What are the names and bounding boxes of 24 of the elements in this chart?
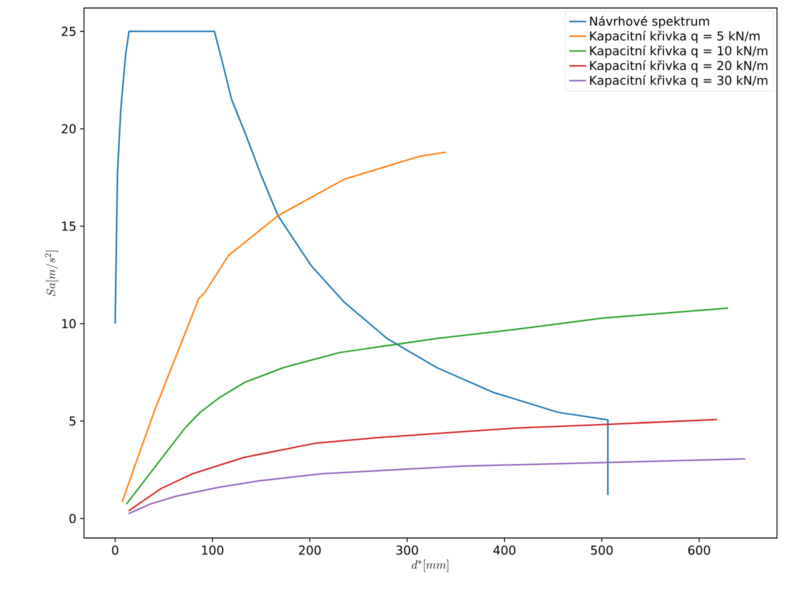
- x-tick-label: 300: [396, 546, 418, 555]
- x-axis-title: $d^*[mm]$: [412, 560, 448, 572]
- x-tick-label: 100: [202, 546, 224, 555]
- x-tick-label: 400: [493, 546, 516, 555]
- y-axis-title: $Sa[m/s^2]$: [44, 250, 58, 296]
- line-series: [128, 418, 718, 512]
- y-tick-label: 10: [62, 319, 76, 328]
- y-tick-label: 20: [62, 124, 76, 134]
- legend-label: Kapacitní křivka q = 30 kN/m: [590, 74, 768, 88]
- line-series: [128, 458, 746, 514]
- x-tick-label: 200: [299, 546, 321, 555]
- x-tick-label: 600: [688, 546, 710, 555]
- y-tick-label: 15: [62, 222, 76, 231]
- legend-label: Kapacitní křivka q = 5 kN/m: [590, 30, 760, 43]
- legend-label: Kapacitní křivka q = 20 kN/m: [590, 60, 768, 73]
- x-tick-label: 500: [591, 546, 613, 555]
- y-tick-label: 5: [70, 416, 76, 426]
- x-tick-label: 0: [112, 546, 118, 555]
- line-series: [121, 151, 447, 503]
- legend-label: Kapacitní křivka q = 10 kN/m: [590, 45, 768, 58]
- y-tick-label: 0: [69, 514, 76, 524]
- y-tick-label: 25: [62, 26, 76, 36]
- line-series: [126, 307, 729, 505]
- legend-label: Návrhové spektrum: [590, 16, 709, 28]
